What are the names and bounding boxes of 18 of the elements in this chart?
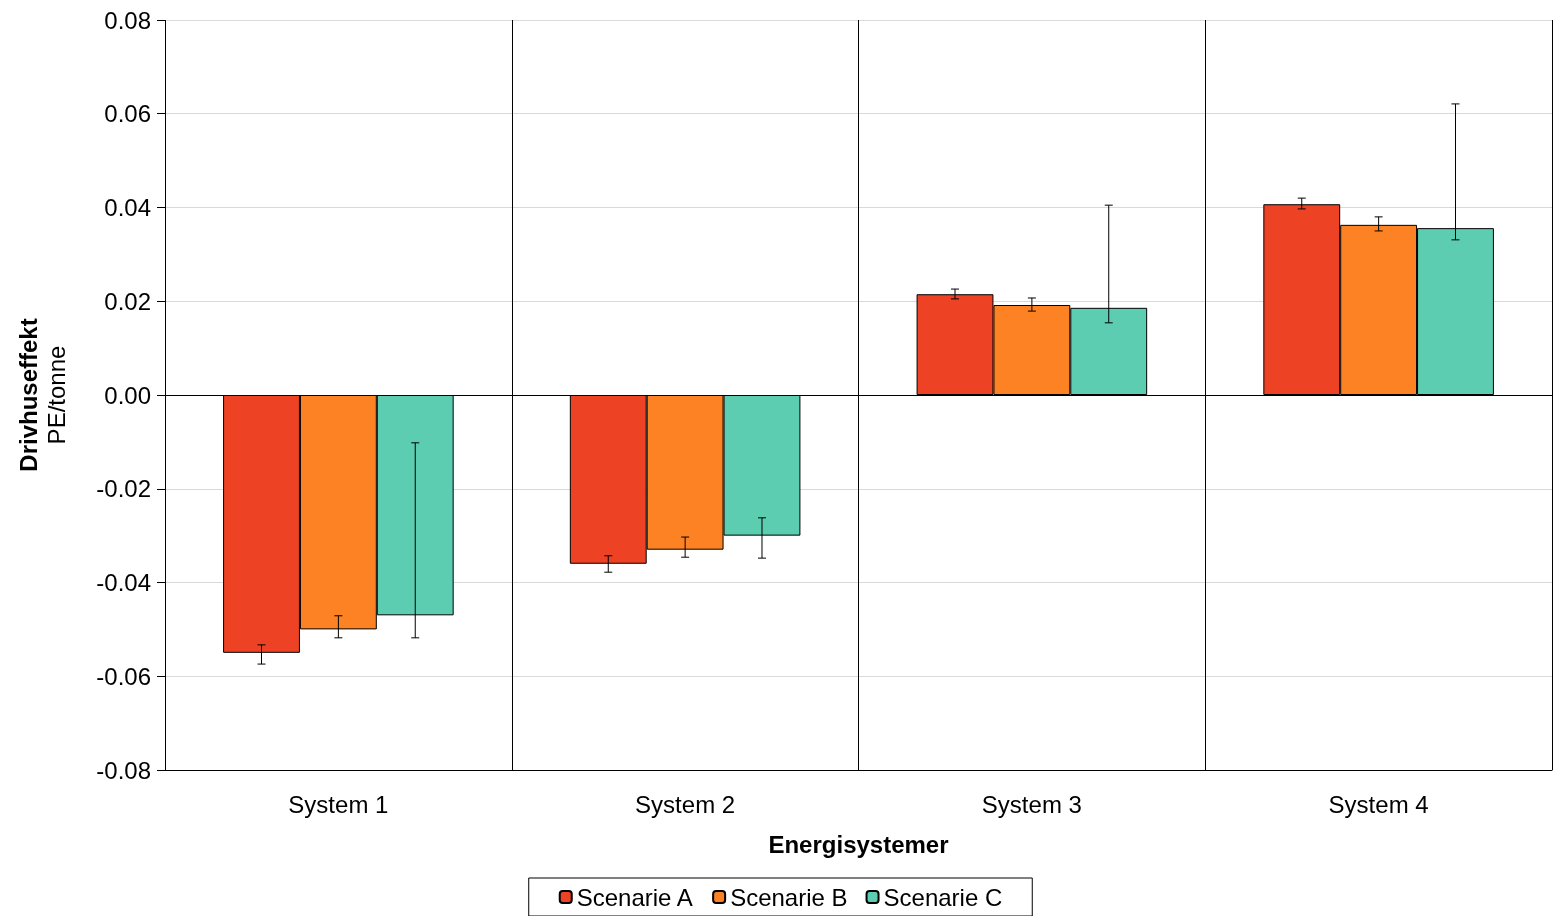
y-tick-label: 0.00 (104, 381, 151, 409)
y-tick-label: -0.08 (96, 756, 151, 784)
legend-label: Scenarie C (883, 883, 1003, 911)
x-axis-title: Energisystemer (768, 830, 949, 858)
y-tick-label: 0.06 (104, 100, 151, 128)
x-tick-label: System 2 (635, 790, 736, 818)
x-tick-label: System 3 (981, 790, 1082, 818)
y-tick-label: -0.04 (96, 569, 151, 596)
y-tick-label: -0.02 (96, 475, 151, 503)
y-tick-label: 0.02 (104, 287, 151, 315)
y-tick-label: -0.06 (96, 662, 151, 690)
legend-label: Scenarie A (576, 883, 693, 911)
x-tick-label: System 1 (288, 790, 389, 818)
y-axis-title: Drivhuseffekt PE/tonne (14, 318, 70, 472)
x-tick-label: System 4 (1328, 790, 1429, 818)
y-tick-label: 0.04 (104, 194, 151, 221)
legend-label: Scenarie B (730, 883, 848, 911)
y-tick-label: 0.08 (104, 6, 151, 34)
